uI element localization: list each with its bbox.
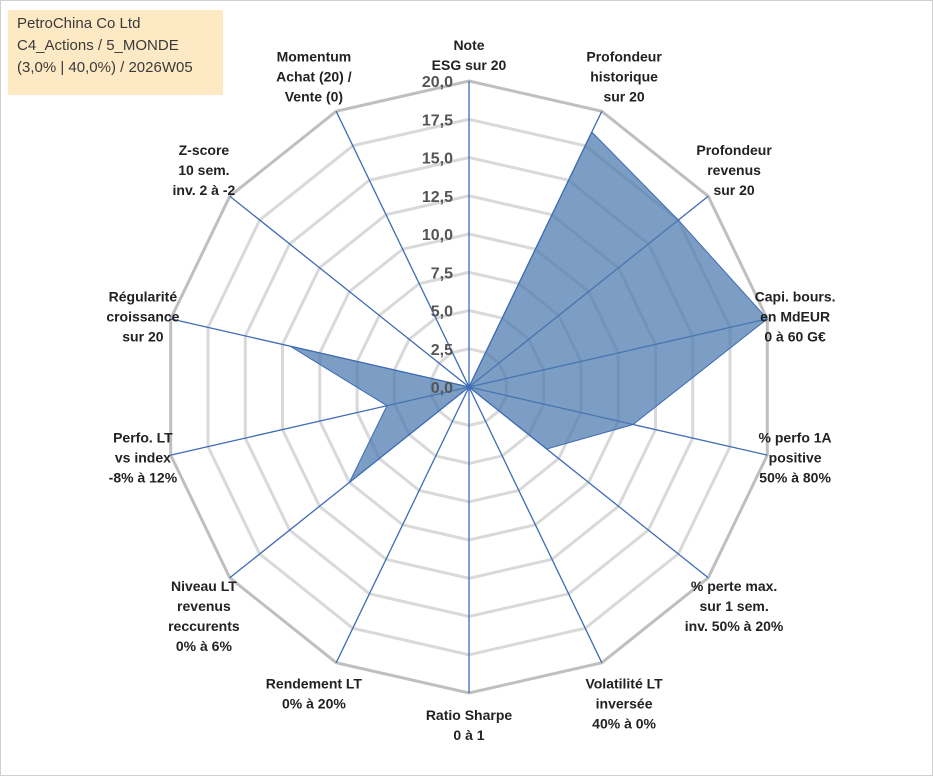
tick-label-7: 17,5 xyxy=(422,112,453,129)
axis-label-5-line-2: inv. 50% à 20% xyxy=(685,618,784,634)
axis-spoke-6 xyxy=(468,386,603,663)
axis-label-0-line-1: ESG sur 20 xyxy=(432,57,507,73)
tick-label-8: 20,0 xyxy=(422,74,453,91)
axis-label-6-line-0: Volatilité LT xyxy=(585,676,663,692)
axis-label-10-line-1: vs index xyxy=(115,449,171,465)
tick-label-5: 12,5 xyxy=(422,189,453,206)
axis-label-13-line-1: Achat (20) / xyxy=(276,68,352,84)
title-line-category: C4_Actions / 5_MONDE xyxy=(17,37,179,54)
axis-label-11: Régularité croissance sur 20 xyxy=(106,289,179,345)
radar-series xyxy=(289,131,769,483)
axis-label-12-line-1: 10 sem. xyxy=(178,162,229,178)
axis-spoke-13 xyxy=(335,111,470,388)
axis-label-9: Niveau LT revenus reccurents 0% à 6% xyxy=(168,578,240,654)
axis-spoke-12 xyxy=(229,195,470,388)
axis-label-8: Rendement LT 0% à 20% xyxy=(266,676,363,712)
tick-label-6: 15,0 xyxy=(422,151,453,168)
axis-label-9-line-1: revenus xyxy=(177,598,231,614)
axis-label-6-line-1: inversée xyxy=(596,696,653,712)
axis-label-10: Perfo. LT vs index -8% à 12% xyxy=(109,429,178,485)
axis-label-1-line-0: Profondeur xyxy=(586,48,662,64)
axis-label-9-line-0: Niveau LT xyxy=(171,578,237,594)
axis-label-9-line-3: 0% à 6% xyxy=(176,638,233,654)
axis-label-13: Momentum Achat (20) / Vente (0) xyxy=(276,48,352,104)
axis-label-13-line-0: Momentum xyxy=(277,48,352,64)
axis-label-1: Profondeur historique sur 20 xyxy=(586,48,662,104)
axis-label-10-line-0: Perfo. LT xyxy=(113,429,173,445)
tick-label-3: 7,5 xyxy=(431,265,453,282)
axis-label-1-line-1: historique xyxy=(590,68,658,84)
axis-label-11-line-2: sur 20 xyxy=(122,329,163,345)
axis-label-4-line-0: % perfo 1A xyxy=(759,429,832,445)
axis-label-3-line-1: en MdEUR xyxy=(760,309,830,325)
axis-label-8-line-1: 0% à 20% xyxy=(282,696,346,712)
title-line-company: PetroChina Co Ltd xyxy=(17,15,141,32)
radar-tick-labels: 0,0 2,5 5,0 7,5 10,0 12,5 15,0 17,5 20,0 xyxy=(422,74,453,397)
series-area-0 xyxy=(289,131,769,483)
axis-label-2-line-0: Profondeur xyxy=(696,142,772,158)
axis-label-8-line-0: Rendement LT xyxy=(266,676,363,692)
axis-label-12-line-0: Z-score xyxy=(179,142,230,158)
axis-label-2: Profondeur revenus sur 20 xyxy=(696,142,772,198)
axis-label-4-line-2: 50% à 80% xyxy=(759,469,831,485)
axis-label-2-line-2: sur 20 xyxy=(713,182,754,198)
axis-label-3: Capi. bours. en MdEUR 0 à 60 G€ xyxy=(755,289,836,345)
tick-label-2: 5,0 xyxy=(431,304,453,321)
axis-label-12-line-2: inv. 2 à -2 xyxy=(173,182,236,198)
tick-label-1: 2,5 xyxy=(431,342,453,359)
axis-label-9-line-2: reccurents xyxy=(168,618,240,634)
axis-label-7-line-0: Ratio Sharpe xyxy=(426,707,513,723)
axis-label-7: Ratio Sharpe 0 à 1 xyxy=(426,707,513,743)
axis-label-7-line-1: 0 à 1 xyxy=(453,727,484,743)
axis-label-2-line-1: revenus xyxy=(707,162,761,178)
axis-label-12: Z-score 10 sem. inv. 2 à -2 xyxy=(173,142,236,198)
axis-label-1-line-2: sur 20 xyxy=(603,88,644,104)
axis-label-5-line-0: % perte max. xyxy=(691,578,777,594)
axis-label-11-line-1: croissance xyxy=(106,309,179,325)
axis-label-4: % perfo 1A positive 50% à 80% xyxy=(759,429,832,485)
axis-label-3-line-2: 0 à 60 G€ xyxy=(764,329,826,345)
axis-label-6-line-2: 40% à 0% xyxy=(592,716,656,732)
axis-label-10-line-2: -8% à 12% xyxy=(109,469,178,485)
axis-label-6: Volatilité LT inversée 40% à 0% xyxy=(585,676,663,732)
axis-label-5: % perte max. sur 1 sem. inv. 50% à 20% xyxy=(685,578,784,634)
axis-label-3-line-0: Capi. bours. xyxy=(755,289,836,305)
axis-label-0: Note ESG sur 20 xyxy=(432,37,507,73)
chart-title-box: PetroChina Co Ltd C4_Actions / 5_MONDE (… xyxy=(8,10,223,95)
axis-label-5-line-1: sur 1 sem. xyxy=(699,598,768,614)
title-line-params: (3,0% | 40,0%) / 2026W05 xyxy=(17,59,193,76)
axis-spoke-8 xyxy=(335,386,470,663)
tick-label-4: 10,0 xyxy=(422,227,453,244)
axis-label-4-line-1: positive xyxy=(769,449,822,465)
axis-label-13-line-2: Vente (0) xyxy=(285,88,343,104)
axis-label-0-line-0: Note xyxy=(453,37,484,53)
tick-label-0: 0,0 xyxy=(431,380,453,397)
radar-axis-labels: Note ESG sur 20 Profondeur historique sur 20… xyxy=(106,37,835,743)
axis-label-11-line-0: Régularité xyxy=(109,289,178,305)
